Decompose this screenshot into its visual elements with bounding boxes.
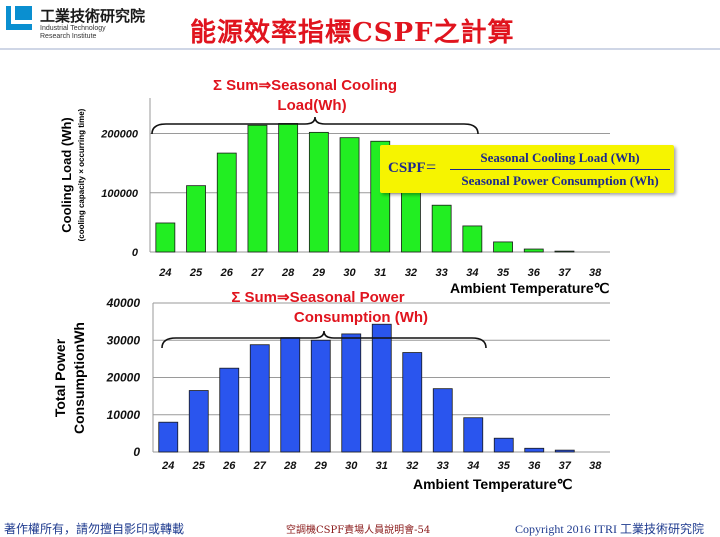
bar xyxy=(341,333,362,453)
header-divider xyxy=(0,48,720,50)
bar xyxy=(463,417,484,453)
x-tick-label: 36 xyxy=(528,267,541,279)
y-tick-label: 20000 xyxy=(106,371,141,385)
footer-slide-caption: 空調機CSPF責場人員說明會-54 xyxy=(286,525,431,536)
x-tick-label: 35 xyxy=(498,460,511,472)
page-title: 能源效率指標CSPF之計算 xyxy=(190,18,515,48)
x-axis-label: Ambient Temperature℃ xyxy=(450,280,610,296)
bar xyxy=(493,241,513,253)
x-tick-label: 33 xyxy=(437,460,449,472)
y-tick-label: 200000 xyxy=(100,129,139,141)
bar xyxy=(186,185,206,253)
y-tick-label: 100000 xyxy=(101,188,139,200)
x-tick-label: 36 xyxy=(528,460,541,472)
bar xyxy=(371,323,392,453)
x-tick-label: 34 xyxy=(467,460,479,472)
y-axis-label: Cooling Load (Wh) xyxy=(59,117,74,233)
bar xyxy=(339,137,360,253)
x-tick-label: 27 xyxy=(253,460,267,472)
sum-annotation-line1: Σ Sum⇒Seasonal Power xyxy=(231,289,404,306)
sum-bracket xyxy=(151,116,479,135)
x-tick-label: 30 xyxy=(345,460,358,472)
x-tick-label: 30 xyxy=(343,267,356,279)
x-tick-label: 24 xyxy=(161,460,174,472)
y-tick-label: 40000 xyxy=(106,296,141,310)
x-tick-label: 25 xyxy=(192,460,206,472)
bar xyxy=(155,222,176,253)
x-tick-label: 26 xyxy=(222,460,236,472)
y-tick-label: 0 xyxy=(133,445,140,459)
bar xyxy=(188,390,209,453)
x-tick-label: 34 xyxy=(466,267,478,279)
bar xyxy=(247,124,268,253)
x-tick-label: 29 xyxy=(314,460,328,472)
bar xyxy=(278,123,299,253)
bar xyxy=(219,367,240,453)
power-consumption-chart: 0 10000 20000 30000 40000 24 25 26 27 28 29 30 31 32 3… xyxy=(52,289,610,492)
x-tick-label: 31 xyxy=(374,267,386,279)
sum-annotation-line2: Load(Wh) xyxy=(277,97,346,114)
y-axis-label-line2: ConsumptionWh xyxy=(71,322,87,434)
formula-denominator: Seasonal Power Consumption (Wh) xyxy=(461,173,659,188)
bar xyxy=(493,437,514,453)
x-tick-label: 37 xyxy=(559,460,572,472)
bar xyxy=(158,421,179,453)
x-tick-label: 32 xyxy=(406,460,418,472)
y-tick-label: 10000 xyxy=(107,408,141,422)
x-tick-label: 38 xyxy=(589,460,602,472)
org-name-en-line1: Industrial Technology xyxy=(40,25,106,32)
cspf-formula-box: CSPF = Seasonal Cooling Load (Wh) Season… xyxy=(380,145,674,193)
x-axis-label: Ambient Temperature℃ xyxy=(413,476,573,492)
y-tick-label: 30000 xyxy=(107,333,141,347)
y-axis-label: Total Power xyxy=(52,338,68,417)
x-tick-label: 32 xyxy=(405,267,417,279)
sum-annotation-line2: Consumption (Wh) xyxy=(294,309,428,326)
bar xyxy=(308,131,329,253)
bar xyxy=(554,250,575,253)
bar xyxy=(524,447,545,453)
bar xyxy=(432,388,453,453)
footer-copyright: Copyright 2016 ITRI 工業技術研究院 xyxy=(515,522,704,536)
cspf-label: CSPF xyxy=(388,160,426,176)
x-tick-label: 25 xyxy=(189,267,203,279)
y-tick-label: 0 xyxy=(132,247,139,259)
x-tick-label: 33 xyxy=(436,267,448,279)
org-name-cn: 工業技術研究院 xyxy=(40,7,146,25)
x-tick-label: 29 xyxy=(312,267,326,279)
bar xyxy=(249,344,270,453)
bar xyxy=(523,248,544,253)
equals-sign: = xyxy=(426,157,437,177)
x-tick-label: 24 xyxy=(158,267,171,279)
bar xyxy=(431,204,452,253)
x-tick-label: 28 xyxy=(281,267,295,279)
formula-numerator: Seasonal Cooling Load (Wh) xyxy=(480,150,640,165)
bar xyxy=(402,352,423,453)
y-axis-sublabel: (cooling capacity × occurring time) xyxy=(77,108,86,241)
x-tick-label: 27 xyxy=(250,267,264,279)
x-tick-label: 26 xyxy=(220,267,234,279)
fraction-bar xyxy=(450,169,670,170)
bar xyxy=(216,152,237,253)
x-tick-label: 31 xyxy=(376,460,388,472)
sum-annotation-line1: Σ Sum⇒Seasonal Cooling xyxy=(213,77,397,94)
x-tick-label: 35 xyxy=(497,267,510,279)
bar xyxy=(280,337,301,453)
x-tick-label: 38 xyxy=(589,267,602,279)
footer-copyright-notice: 著作權所有，請勿擅自影印或轉載 xyxy=(4,522,185,536)
bar xyxy=(462,225,483,253)
x-tick-label: 37 xyxy=(558,267,571,279)
org-name-en-line2: Research Institute xyxy=(40,33,97,40)
itri-logo-icon xyxy=(6,6,32,30)
bar xyxy=(310,339,331,453)
bar xyxy=(554,449,575,453)
x-tick-label: 28 xyxy=(283,460,297,472)
sum-bracket xyxy=(161,330,487,349)
